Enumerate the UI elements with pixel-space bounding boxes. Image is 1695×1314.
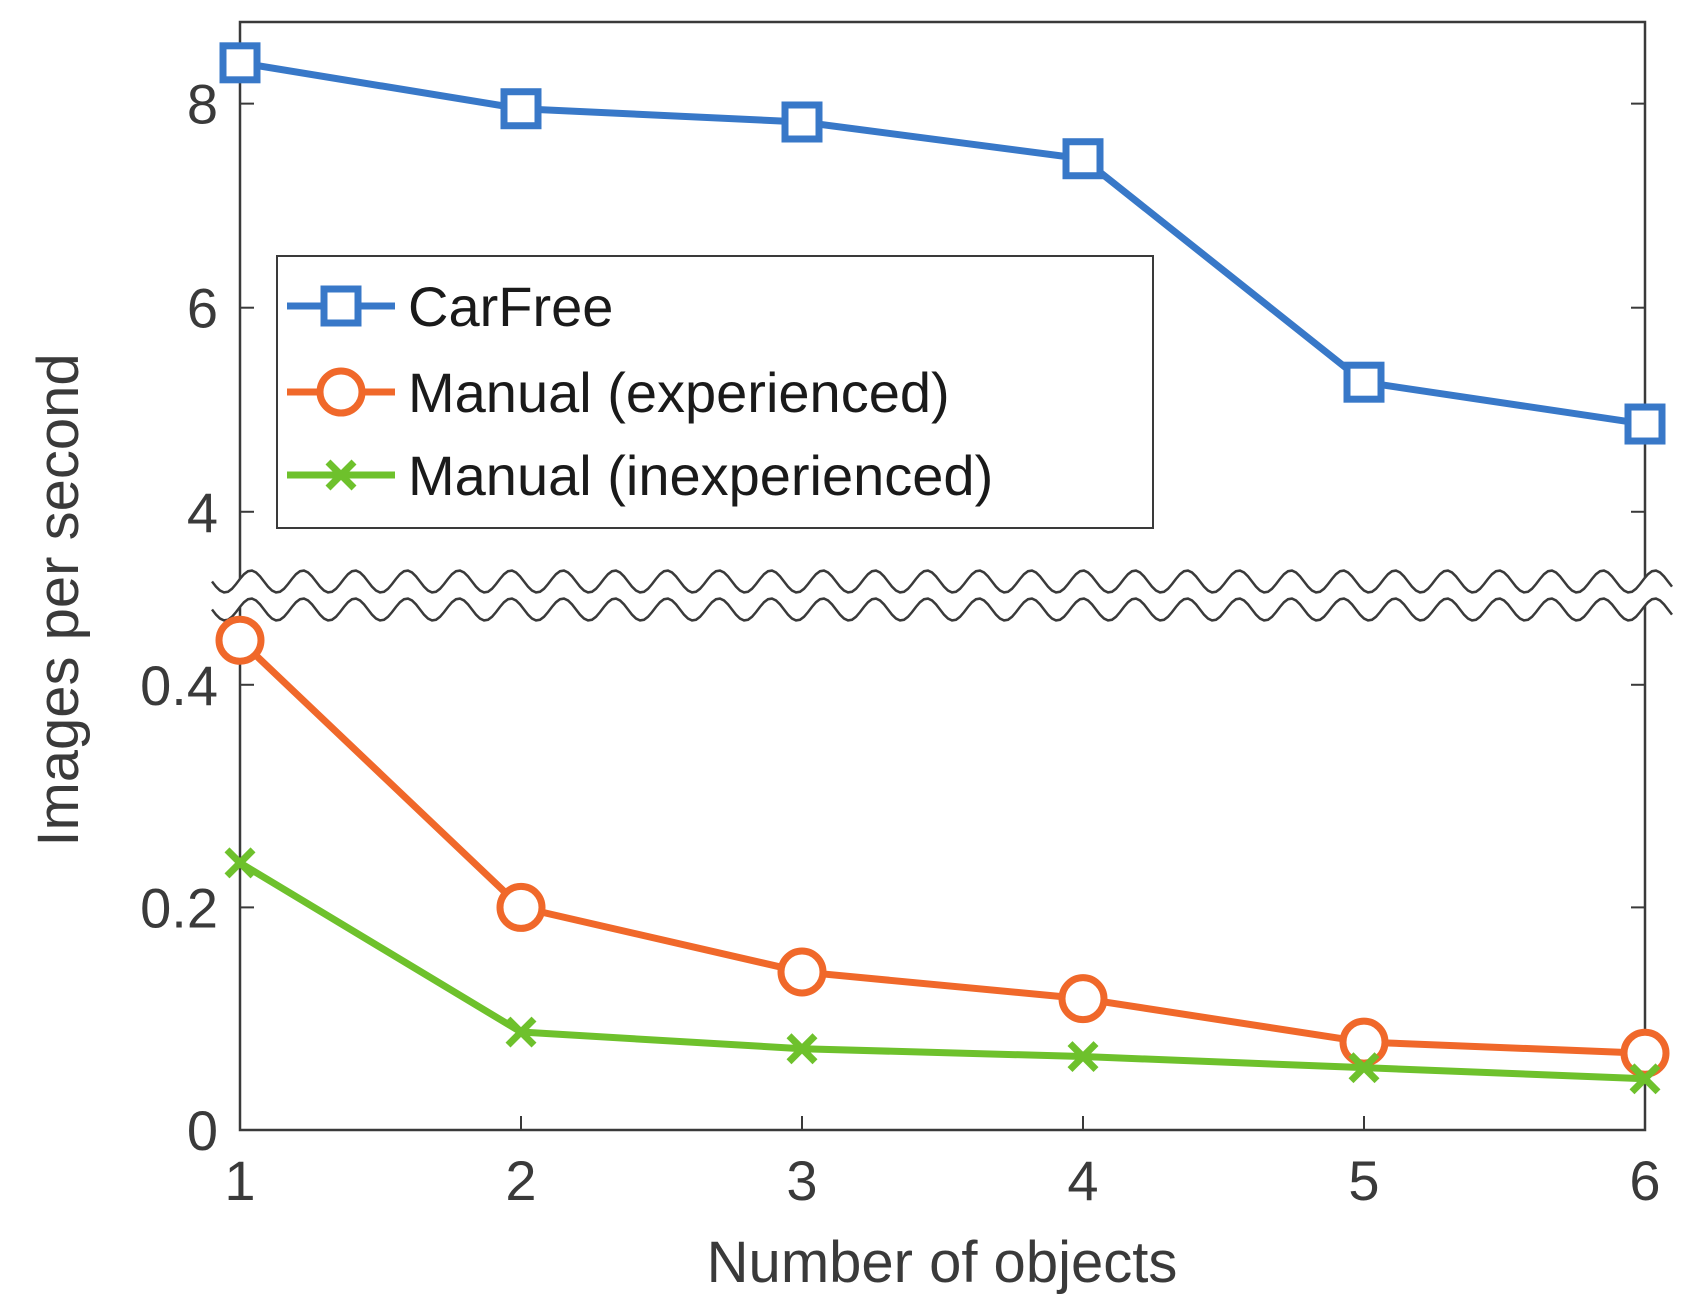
ticks-layer: 1 2 3 4 5 6 4 6 8 0 0.2 0.4 [140, 73, 1660, 1212]
data-point-carfree [1062, 138, 1104, 180]
x-tick-label: 6 [1629, 1149, 1660, 1212]
legend: CarFree Manual (experienced) Manual (inexp… [276, 255, 1154, 529]
legend-marker-manual-inexperienced [325, 459, 357, 491]
legend-label-manual-inexperienced: Manual (inexperienced) [408, 444, 993, 507]
legend-marker-carfree [320, 285, 362, 327]
legend-marker-manual-experienced [316, 367, 366, 417]
x-marker-stroke [1348, 1052, 1380, 1084]
data-point-manual-experienced [1058, 974, 1108, 1024]
legend-box [276, 255, 1154, 529]
x-tick-label: 2 [505, 1149, 536, 1212]
x-axis-label: Number of objects [707, 1230, 1178, 1295]
data-point-carfree [1624, 403, 1666, 445]
data-point-carfree [219, 42, 261, 84]
data-point-carfree [500, 88, 542, 130]
data-point-manual-inexperienced [224, 847, 256, 879]
y-tick-label: 4 [187, 481, 218, 544]
axis-break [211, 569, 1673, 622]
data-point-manual-inexperienced [1348, 1052, 1380, 1084]
x-marker-stroke [224, 847, 256, 879]
data-point-manual-experienced [215, 615, 265, 665]
series-line-carfree [239, 59, 1646, 428]
x-marker-stroke [786, 1033, 818, 1065]
y-tick-label: 0.2 [140, 876, 218, 939]
x-tick-label: 3 [786, 1149, 817, 1212]
x-marker-stroke [325, 459, 357, 491]
data-point-manual-inexperienced [505, 1016, 537, 1048]
data-point-manual-inexperienced [786, 1033, 818, 1065]
axis-break-line-top [211, 569, 1673, 594]
series-line-manual-experienced [237, 637, 1646, 1057]
y-tick-label: 0.4 [140, 654, 218, 717]
data-point-manual-experienced [496, 882, 546, 932]
data-point-manual-inexperienced [1067, 1041, 1099, 1073]
data-point-manual-experienced [777, 947, 827, 997]
x-marker-stroke [1067, 1041, 1099, 1073]
series-line-manual-inexperienced [238, 859, 1646, 1083]
x-tick-label: 1 [224, 1149, 255, 1212]
legend-label-manual-experienced: Manual (experienced) [408, 361, 950, 424]
x-marker-stroke [1629, 1063, 1661, 1095]
x-tick-label: 5 [1348, 1149, 1379, 1212]
data-point-manual-inexperienced [1629, 1063, 1661, 1095]
y-axis-label: Images per second [26, 353, 91, 846]
axis-break-line-bottom [211, 597, 1673, 622]
data-point-carfree [1343, 361, 1385, 403]
x-tick-label: 4 [1067, 1149, 1098, 1212]
y-tick-label: 0 [187, 1099, 218, 1162]
series-layer [215, 42, 1670, 1095]
y-tick-label: 8 [187, 73, 218, 136]
y-tick-label: 6 [187, 277, 218, 340]
data-point-carfree [781, 101, 823, 143]
legend-label-carfree: CarFree [408, 275, 613, 338]
x-marker-stroke [505, 1016, 537, 1048]
